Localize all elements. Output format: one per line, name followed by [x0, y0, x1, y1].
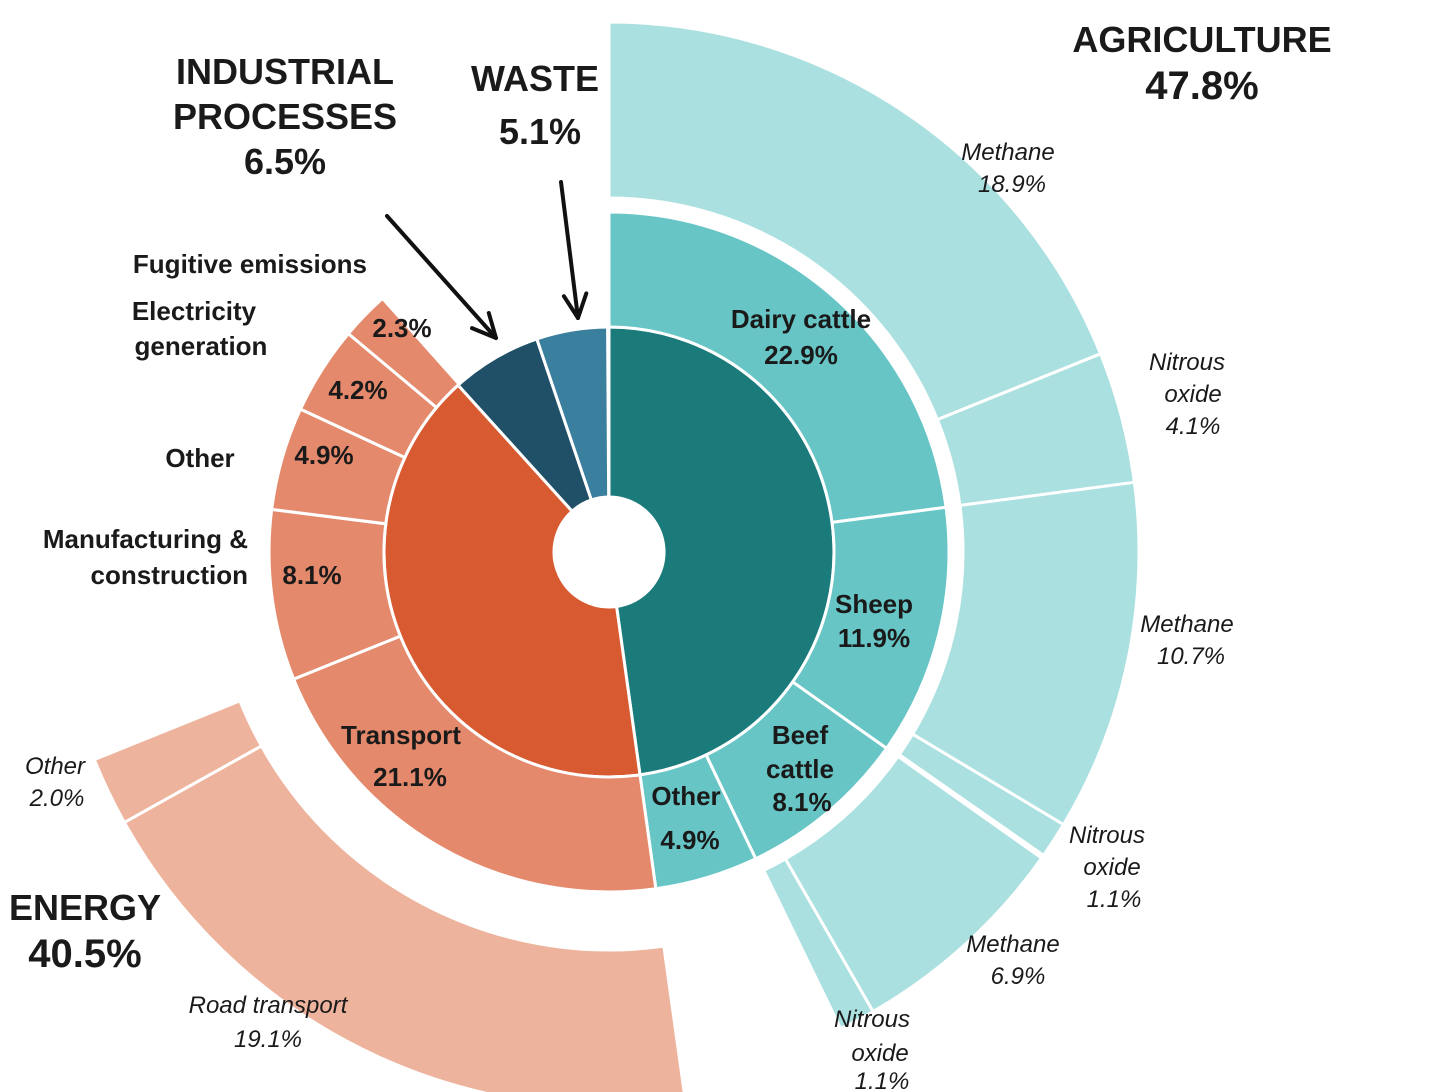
agriculture-other-percent: 4.9% — [660, 825, 719, 855]
energy-transport-wedge — [291, 634, 658, 894]
industrial-title-line2: PROCESSES — [173, 96, 397, 137]
sheep-percent: 11.9% — [838, 623, 910, 653]
energy-fugitive-emissions-wedge — [346, 296, 462, 410]
transport-other-label: Other — [25, 753, 86, 780]
industrial-arrow — [385, 214, 498, 340]
road-transport-label: Road transport — [189, 992, 349, 1019]
fugitive-emissions-label: Fugitive emissions — [133, 249, 367, 279]
electricity-percent: 4.2% — [328, 375, 387, 405]
energy-title: ENERGY — [9, 887, 161, 928]
transport-percent: 21.1% — [373, 762, 447, 792]
sheep-nitrous-oxide-band — [897, 732, 1066, 858]
transport-label: Transport — [341, 720, 461, 750]
waste-title: WASTE — [471, 58, 599, 99]
wedge-layer — [92, 20, 1141, 1092]
energy-other-label: Other — [165, 443, 234, 473]
fugitive-percent: 2.3% — [372, 313, 431, 343]
energy-percent: 40.5% — [28, 932, 141, 976]
beef-cattle-nitrous-oxide-band — [761, 856, 876, 1031]
electricity-label-line1: Electricity — [132, 296, 257, 326]
agriculture-other-label: Other — [651, 781, 720, 811]
agriculture-dairy-cattle-wedge — [607, 210, 948, 525]
agriculture-title: AGRICULTURE — [1072, 19, 1331, 60]
transport-other-band — [92, 698, 264, 825]
dairy-methane-percent: 18.9% — [978, 171, 1046, 198]
beef-methane-label: Methane — [966, 931, 1059, 958]
beef-cattle-label-line2: cattle — [766, 754, 834, 784]
beef-n2o-label-line2: oxide — [851, 1040, 908, 1067]
manufacturing-label-line1: Manufacturing & — [43, 524, 248, 554]
sheep-n2o-percent: 1.1% — [1087, 886, 1142, 913]
electricity-label-line2: generation — [135, 331, 268, 361]
beef-cattle-label-line1: Beef — [772, 720, 829, 750]
arrow-layer — [385, 180, 589, 340]
waste-percent: 5.1% — [499, 111, 581, 152]
beef-n2o-percent: 1.1% — [855, 1068, 910, 1092]
sheep-methane-percent: 10.7% — [1157, 643, 1225, 670]
sheep-n2o-label-line1: Nitrous — [1069, 822, 1145, 849]
sheep-n2o-label-line2: oxide — [1083, 854, 1140, 881]
dairy-cattle-methane-band — [607, 20, 1103, 422]
sheep-label: Sheep — [835, 589, 913, 619]
road-transport-percent: 19.1% — [234, 1026, 302, 1053]
dairy-n2o-label-line1: Nitrous — [1149, 349, 1225, 376]
beef-methane-percent: 6.9% — [991, 963, 1046, 990]
dairy-cattle-label: Dairy cattle — [731, 304, 871, 334]
beef-n2o-label-line1: Nitrous — [834, 1006, 910, 1033]
dairy-n2o-percent: 4.1% — [1166, 413, 1221, 440]
waste-arrow — [559, 180, 589, 320]
manufacturing-label-line2: construction — [91, 560, 248, 590]
sheep-methane-label: Methane — [1140, 611, 1233, 638]
energy-other-percent: 4.9% — [294, 440, 353, 470]
industrial-percent: 6.5% — [244, 141, 326, 182]
dairy-n2o-label-line2: oxide — [1164, 381, 1221, 408]
dairy-cattle-percent: 22.9% — [764, 340, 838, 370]
manufacturing-percent: 8.1% — [282, 560, 341, 590]
beef-cattle-percent: 8.1% — [772, 787, 831, 817]
transport-other-percent: 2.0% — [29, 785, 85, 812]
industrial-title-line1: INDUSTRIAL — [176, 51, 394, 92]
dairy-methane-label: Methane — [961, 139, 1054, 166]
agriculture-percent: 47.8% — [1145, 64, 1258, 108]
